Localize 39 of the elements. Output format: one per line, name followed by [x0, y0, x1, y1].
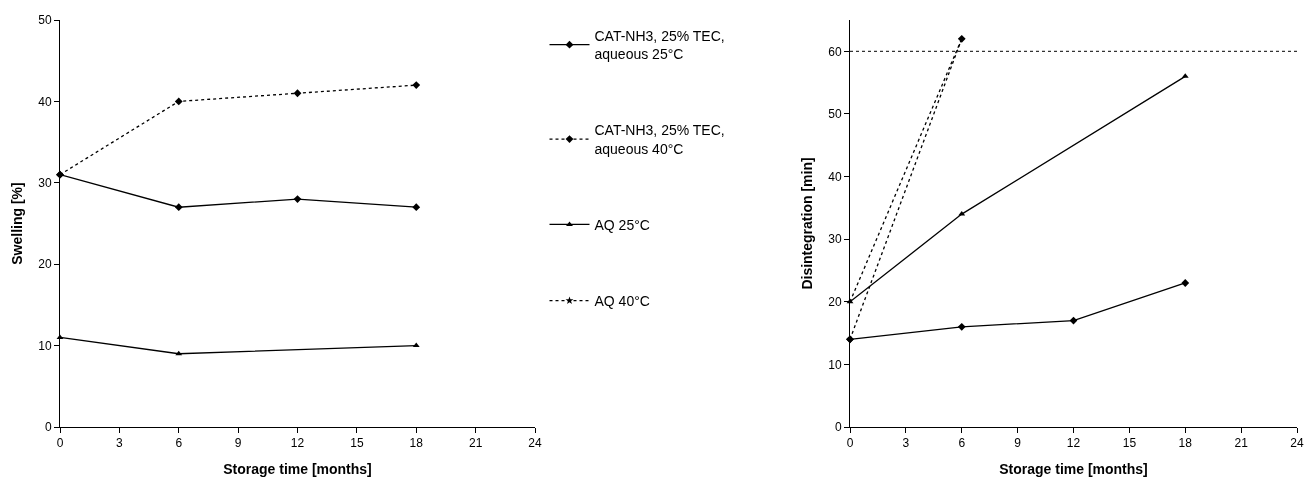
y-tick-label: 30 [38, 176, 52, 190]
x-tick-label: 24 [528, 436, 542, 451]
y-tick-label: 50 [828, 107, 842, 122]
x-tick-label: 18 [409, 436, 424, 451]
y-axis-title: Disintegration [min] [799, 157, 815, 290]
x-tick-label: 9 [1014, 436, 1022, 451]
x-tick-label: 3 [902, 436, 910, 451]
x-tick-label: 0 [846, 436, 854, 451]
x-tick-label: 12 [290, 436, 305, 451]
y-tick-label: 0 [44, 420, 52, 435]
legend-label: CAT-NH3, 25% TEC, aqueous 25°C [594, 28, 725, 63]
x-tick-label: 6 [958, 436, 966, 451]
x-axis-title: Storage time [months] [223, 461, 372, 477]
y-tick-label: 20 [38, 257, 52, 272]
y-tick-label: 40 [828, 169, 842, 184]
y-tick-label: 40 [38, 94, 52, 109]
x-axis-title: Storage time [months] [999, 461, 1148, 477]
x-tick-label: 6 [175, 436, 183, 451]
x-tick-label: 21 [468, 436, 483, 451]
y-tick-label: 10 [38, 338, 52, 353]
x-tick-label: 0 [56, 436, 64, 451]
legend-label: AQ 40°C [594, 293, 650, 310]
x-tick-label: 3 [116, 436, 124, 451]
x-tick-label: 9 [234, 436, 242, 451]
x-tick-label: 15 [1122, 436, 1137, 451]
x-tick-label: 21 [1234, 436, 1249, 451]
legend-label: AQ 25°C [594, 216, 650, 233]
y-tick-label: 50 [38, 13, 52, 28]
x-tick-label: 12 [1066, 436, 1081, 451]
y-tick-label: 0 [834, 420, 842, 435]
y-tick-label: 60 [828, 44, 842, 59]
y-tick-label: 10 [828, 357, 842, 372]
x-tick-label: 24 [1290, 436, 1304, 451]
y-tick-label: 30 [828, 232, 842, 247]
x-tick-label: 18 [1178, 436, 1193, 451]
x-tick-label: 15 [350, 436, 364, 451]
y-axis-title: Swelling [%] [9, 182, 25, 265]
legend-label: CAT-NH3, 25% TEC, aqueous 40°C [594, 122, 725, 157]
y-tick-label: 20 [828, 294, 842, 309]
